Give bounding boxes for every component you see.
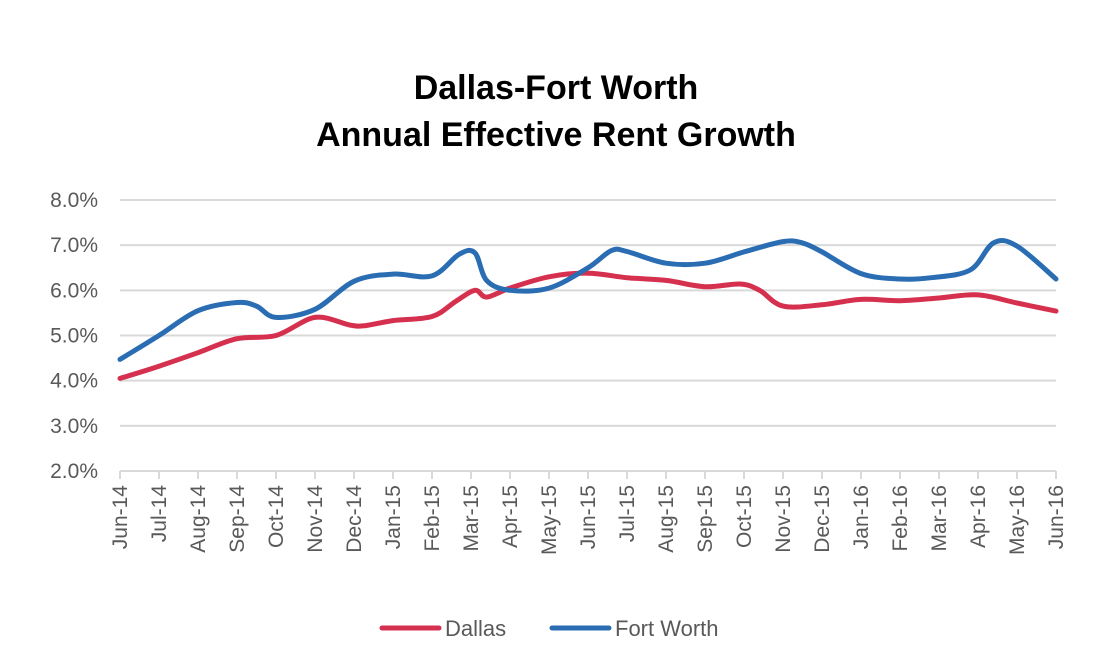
x-tick-label: Oct-14 xyxy=(265,485,288,548)
legend-label-dallas: Dallas xyxy=(445,616,506,641)
x-tick-label: May-16 xyxy=(1006,485,1029,555)
x-tick-label: Dec-14 xyxy=(343,485,366,553)
chart-title-line-1: Dallas-Fort Worth xyxy=(414,69,699,107)
series-line-dallas xyxy=(117,270,1059,381)
x-tick-label: Apr-15 xyxy=(499,485,522,548)
y-tick-label: 7.0% xyxy=(50,234,98,257)
x-tick-label: Jun-14 xyxy=(109,485,132,550)
x-tick-label: Apr-16 xyxy=(967,485,990,548)
y-tick-label: 2.0% xyxy=(50,460,98,483)
x-tick-label: Jan-16 xyxy=(850,485,873,549)
x-tick-label: Jul-15 xyxy=(616,485,639,542)
x-tick-label: Dec-15 xyxy=(811,485,834,553)
y-tick-label: 3.0% xyxy=(50,415,98,438)
y-tick-label: 5.0% xyxy=(50,325,98,348)
x-tick-label: Aug-14 xyxy=(187,485,210,553)
x-tick-label: Mar-16 xyxy=(928,485,951,552)
series-line-fort-worth xyxy=(117,238,1059,362)
x-tick-label: Nov-14 xyxy=(304,485,327,553)
x-tick-label: Aug-15 xyxy=(655,485,678,553)
y-axis-ticks: 2.0% 3.0% 4.0% 5.0% 6.0% 7.0% 8.0% xyxy=(50,189,98,483)
x-axis-ticks: Jun-14 Jul-14 Aug-14 Sep-14 Oct-14 Nov-14 Dec-… xyxy=(109,471,1068,555)
x-tick-label: Jan-15 xyxy=(382,485,405,549)
x-tick-label: Sep-15 xyxy=(694,485,717,553)
x-tick-label: Sep-14 xyxy=(226,485,249,553)
plot-series xyxy=(117,238,1059,381)
x-tick-label: Nov-15 xyxy=(772,485,795,553)
legend-label-fort-worth: Fort Worth xyxy=(615,616,719,641)
y-tick-label: 8.0% xyxy=(50,189,98,212)
x-tick-label: May-15 xyxy=(538,485,561,555)
x-tick-label: Mar-15 xyxy=(460,485,483,552)
x-tick-label: Jun-16 xyxy=(1045,485,1068,549)
y-tick-label: 4.0% xyxy=(50,370,98,393)
x-tick-label: Oct-15 xyxy=(733,485,756,548)
chart-title-line-2: Annual Effective Rent Growth xyxy=(316,116,796,154)
x-tick-label: Jul-14 xyxy=(148,485,171,543)
x-tick-label: Jun-15 xyxy=(577,485,600,549)
x-tick-label: Feb-16 xyxy=(889,485,912,552)
y-tick-label: 6.0% xyxy=(50,279,98,302)
x-tick-label: Feb-15 xyxy=(421,485,444,552)
legend: Dallas Fort Worth xyxy=(379,616,719,641)
